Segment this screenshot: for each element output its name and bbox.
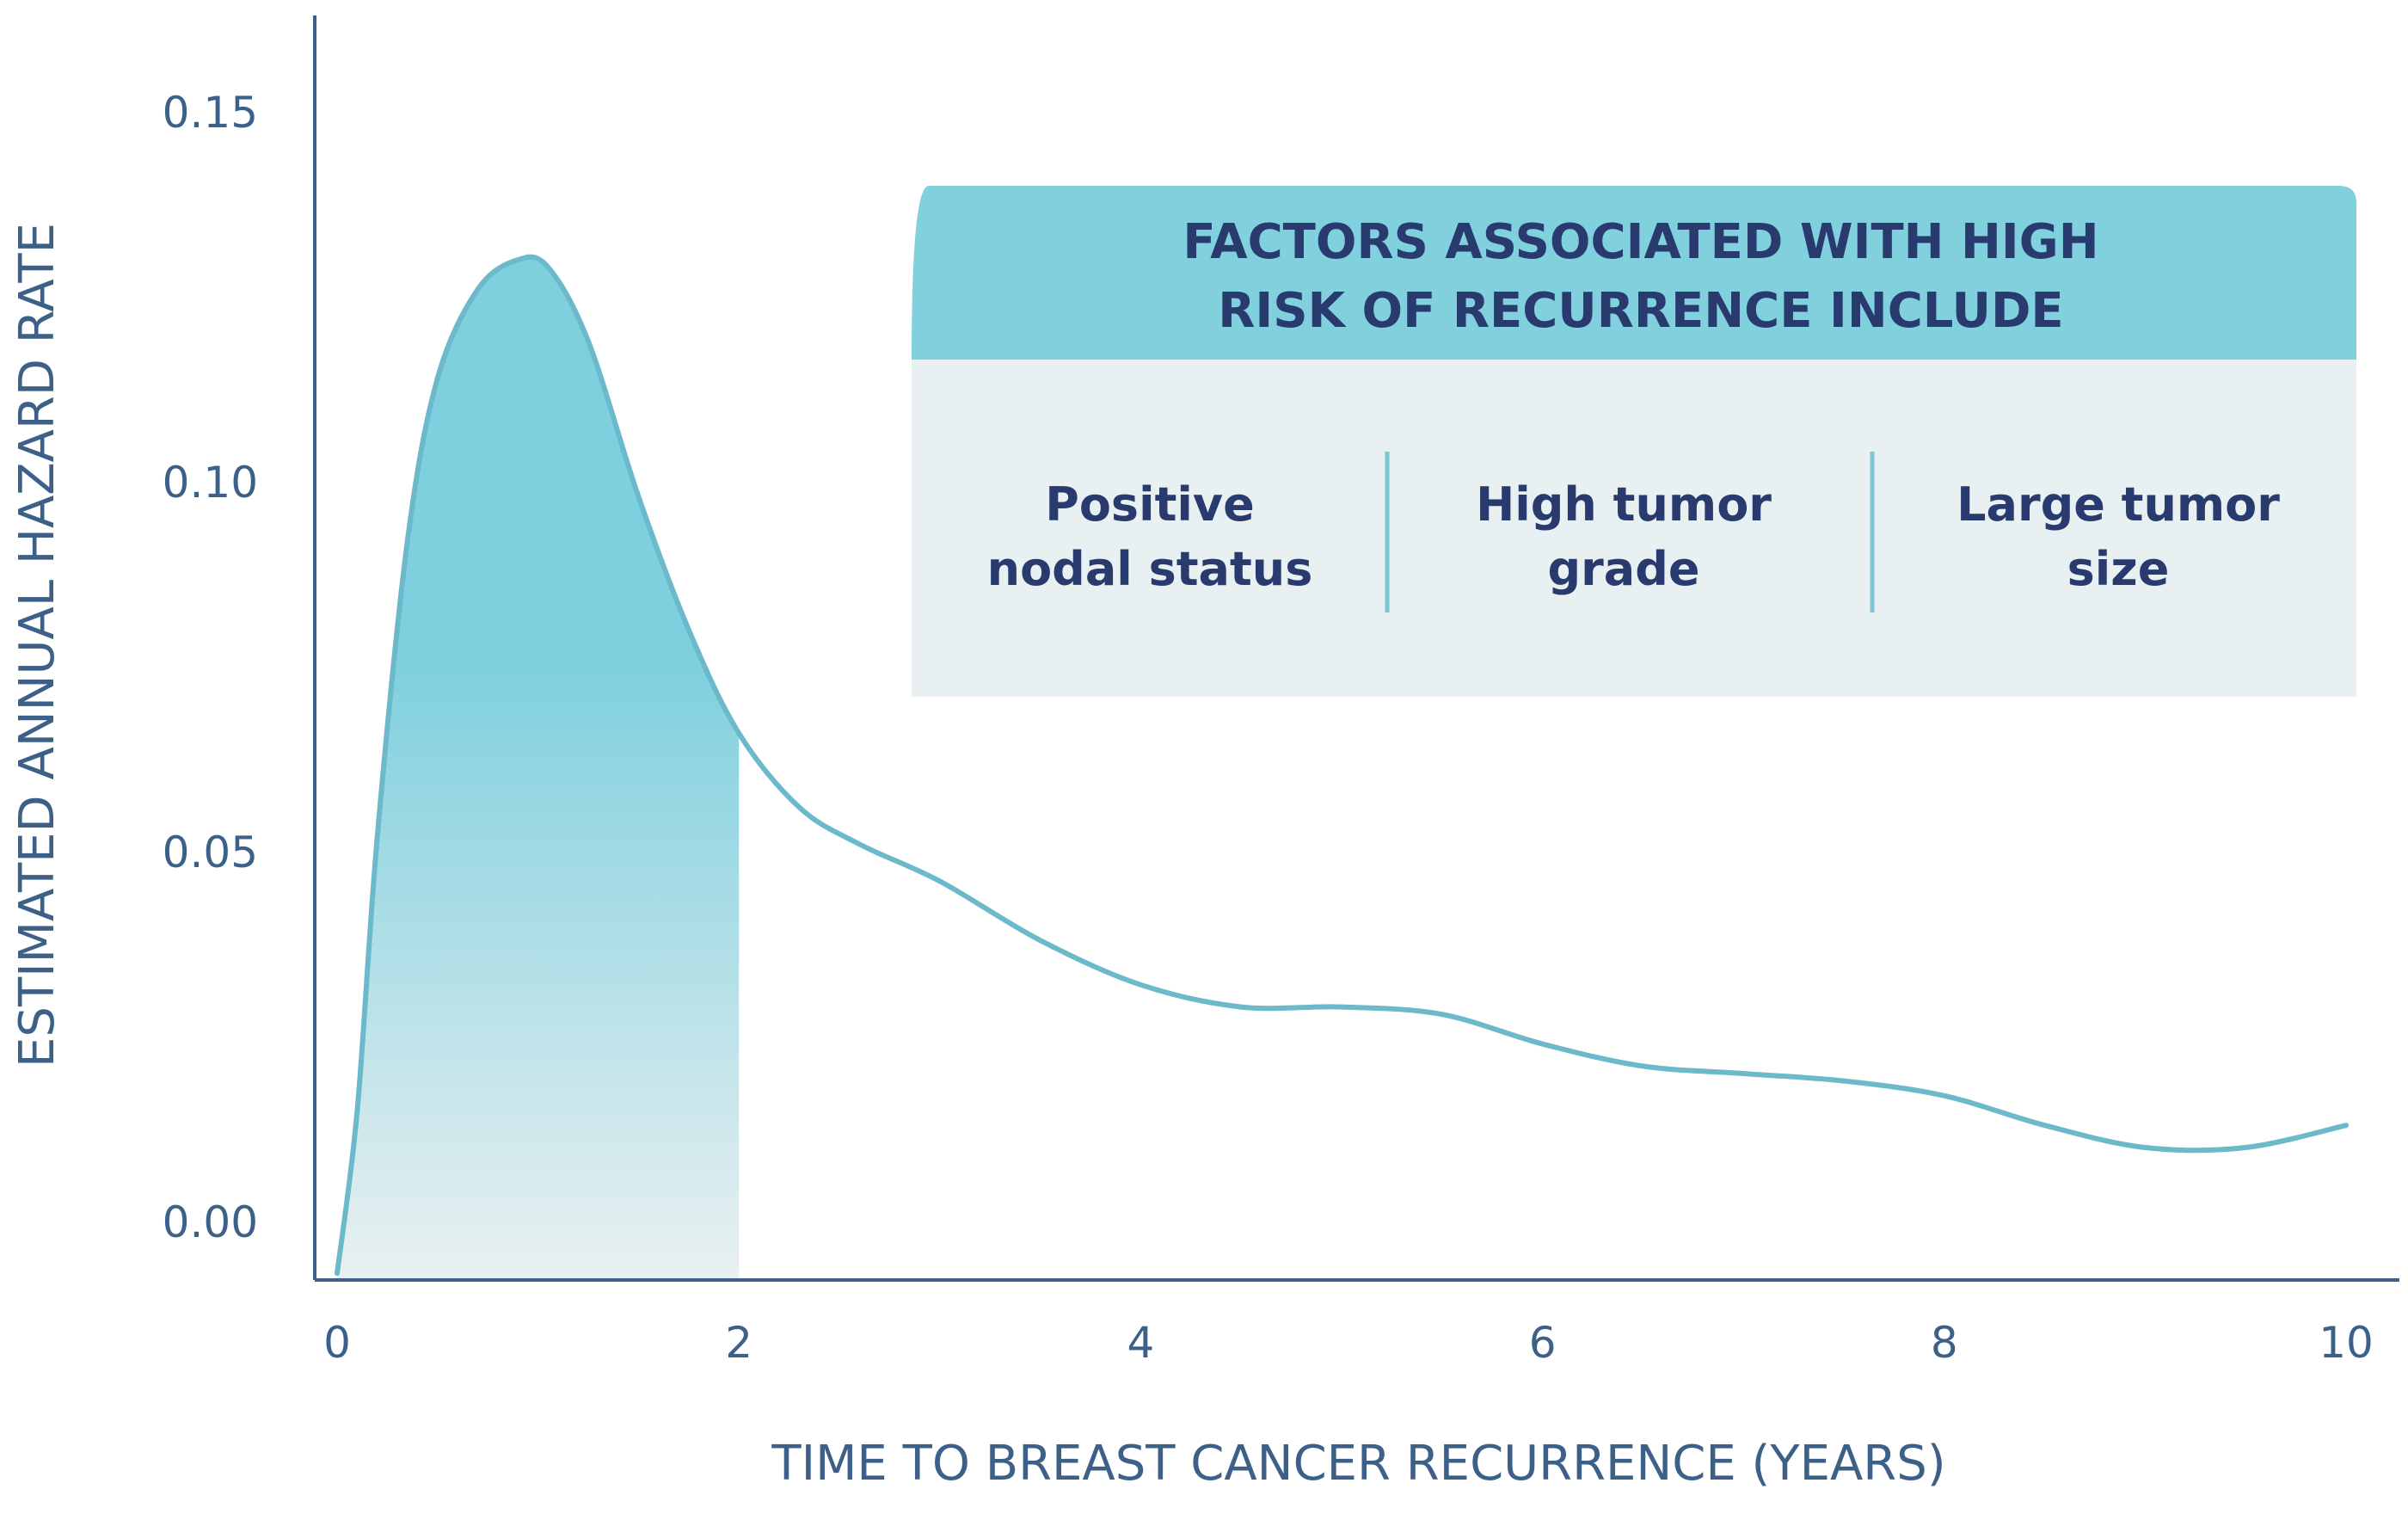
x-tick-label: 2 <box>725 1318 752 1368</box>
factors-box-body <box>912 353 2356 697</box>
shaded-area-0-2-years <box>337 256 740 1278</box>
factor-positive-nodal-line1: Positive <box>1045 477 1254 532</box>
factor-positive-nodal-line2: nodal status <box>987 542 1313 596</box>
y-axis-title: ESTIMATED ANNUAL HAZARD RATE <box>9 223 65 1068</box>
factors-heading-line1: FACTORS ASSOCIATED WITH HIGH <box>1182 214 2098 270</box>
factors-box-header <box>912 186 2356 360</box>
hazard-curve <box>335 254 2349 1277</box>
x-tick-label: 8 <box>1931 1318 1958 1368</box>
x-axis-title: TIME TO BREAST CANCER RECURRENCE (YEARS) <box>771 1436 1945 1492</box>
x-tick-label: 0 <box>323 1318 351 1368</box>
factors-box: FACTORS ASSOCIATED WITH HIGH RISK OF REC… <box>912 186 2356 697</box>
y-tick-label: 0.10 <box>163 458 258 508</box>
x-tick-label: 4 <box>1127 1318 1154 1368</box>
x-tick-label: 6 <box>1529 1318 1557 1368</box>
factor-tumor-grade-line1: High tumor <box>1476 477 1772 532</box>
factors-heading-line2: RISK OF RECURRENCE INCLUDE <box>1218 283 2063 339</box>
x-tick-label: 10 <box>2319 1318 2374 1368</box>
y-tick-label: 0.05 <box>163 828 258 877</box>
y-tick-labels: 0.00 0.05 0.10 0.15 <box>163 88 258 1247</box>
y-tick-label: 0.15 <box>163 88 258 138</box>
x-tick-labels: 0 2 4 6 8 10 <box>323 1318 2374 1368</box>
factor-tumor-size-line1: Large tumor <box>1956 477 2280 532</box>
factor-tumor-size-line2: size <box>2067 542 2170 596</box>
factor-tumor-grade-line2: grade <box>1547 542 1699 596</box>
y-tick-label: 0.00 <box>163 1197 258 1247</box>
